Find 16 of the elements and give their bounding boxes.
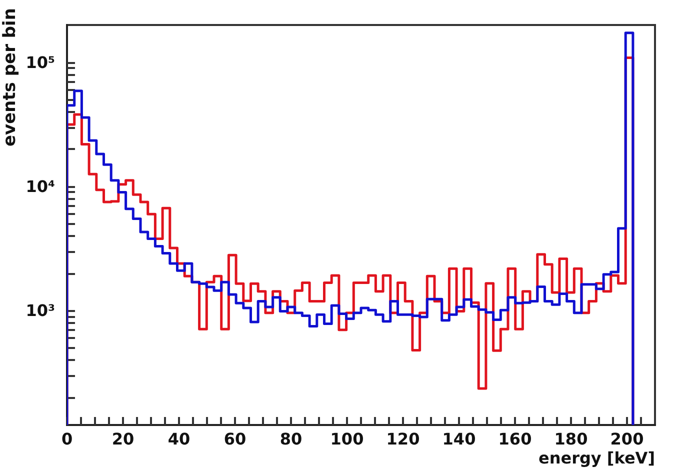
y-tick-label: 10⁵: [26, 52, 55, 72]
y-tick-label: 10⁴: [26, 177, 55, 196]
y-axis-title: events per bin: [0, 8, 20, 147]
x-tick-label: 60: [224, 430, 246, 448]
x-tick-label: 180: [554, 430, 588, 448]
x-tick-label: 200: [610, 430, 644, 448]
x-tick-label: 160: [498, 430, 532, 448]
x-tick-label: 80: [280, 430, 302, 448]
x-tick-label: 100: [330, 430, 364, 448]
y-tick-label: 10³: [26, 301, 55, 320]
x-tick-label: 120: [386, 430, 420, 448]
x-tick-label: 40: [168, 430, 190, 448]
x-axis-title: energy [keV]: [538, 448, 656, 468]
x-tick-label: 0: [61, 430, 73, 448]
x-tick-label: 20: [112, 430, 134, 448]
x-tick-label: 140: [442, 430, 476, 448]
